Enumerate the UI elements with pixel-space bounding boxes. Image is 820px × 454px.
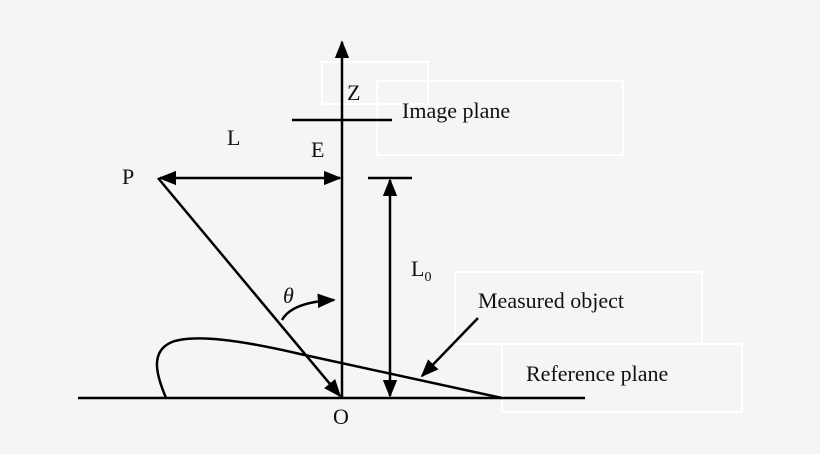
image-plane-label: Image plane — [402, 98, 510, 123]
point-e-label: E — [311, 137, 324, 162]
measured-object-label: Measured object — [478, 288, 624, 313]
angle-theta-arc — [280, 293, 336, 321]
z-axis-label: Z — [347, 80, 360, 105]
label-box — [376, 80, 624, 156]
label-box — [501, 343, 743, 413]
reference-plane-label: Reference plane — [526, 361, 668, 386]
label-box — [321, 61, 429, 105]
distance-l-label: L — [227, 125, 240, 150]
distance-l0-label: L0 — [411, 256, 431, 285]
angle-theta-label: θ — [283, 283, 294, 308]
point-p-label: P — [122, 164, 134, 189]
measured-object-leader — [420, 317, 479, 378]
projection-ray — [157, 177, 342, 398]
origin-o-label: O — [333, 404, 349, 429]
measured-object-outline — [155, 337, 503, 400]
